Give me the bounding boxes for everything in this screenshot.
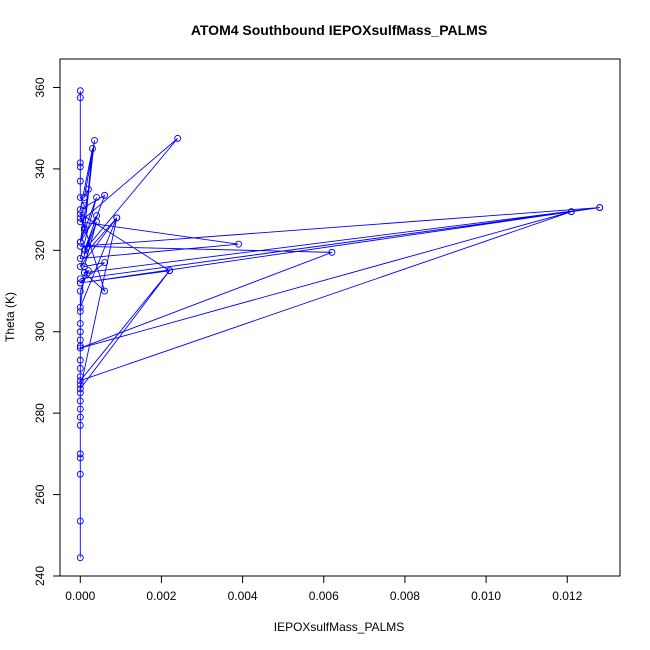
data-point [76, 385, 84, 393]
data-point [113, 214, 121, 222]
x-tick-label: 0.000 [65, 589, 95, 603]
series-layer [76, 87, 604, 562]
x-tick-label: 0.010 [471, 589, 501, 603]
x-tick-label: 0.012 [552, 589, 582, 603]
data-point [235, 240, 243, 248]
x-tick-label: 0.004 [228, 589, 258, 603]
data-point [76, 177, 84, 185]
data-point [76, 413, 84, 421]
y-axis-label: Theta (K) [3, 292, 17, 342]
x-tick-label: 0.008 [390, 589, 420, 603]
data-point [76, 517, 84, 525]
x-axis-label: IEPOXsulfMass_PALMS [274, 620, 405, 634]
data-point [76, 238, 84, 246]
data-point [80, 250, 88, 258]
data-point [76, 554, 84, 562]
y-tick-label: 360 [33, 77, 47, 97]
y-tick-label: 280 [33, 403, 47, 423]
data-point [101, 259, 109, 266]
data-point [76, 279, 84, 287]
data-point [76, 218, 84, 226]
y-tick-label: 320 [33, 240, 47, 260]
chart-title: ATOM4 Southbound IEPOXsulfMass_PALMS [191, 22, 487, 38]
data-point [76, 470, 84, 478]
data-point [596, 204, 604, 212]
data-point [80, 246, 88, 254]
data-point [76, 344, 84, 352]
data-point [76, 405, 84, 413]
data-point [93, 218, 100, 226]
x-tick-label: 0.006 [309, 589, 339, 603]
data-point [89, 145, 96, 153]
data-point [76, 381, 84, 389]
data-point [76, 94, 84, 102]
y-tick-label: 260 [33, 484, 47, 504]
data-point [567, 208, 575, 216]
y-tick-label: 340 [33, 159, 47, 179]
data-point [76, 206, 84, 214]
data-point [76, 87, 84, 95]
data-point [166, 267, 174, 275]
data-point [76, 307, 84, 315]
data-point [76, 242, 84, 250]
data-point [174, 134, 182, 142]
data-point [84, 185, 92, 193]
data-point [101, 191, 109, 199]
data-point [80, 202, 88, 210]
data-point [84, 267, 92, 275]
data-point [76, 450, 84, 458]
data-point [76, 397, 84, 405]
data-point [76, 454, 84, 462]
data-point [76, 342, 84, 350]
data-point [76, 255, 84, 262]
data-point [76, 373, 84, 380]
data-point [76, 421, 84, 429]
data-point [76, 364, 84, 372]
data-point [76, 275, 84, 283]
data-point [93, 193, 100, 201]
data-point [80, 226, 88, 234]
x-tick-label: 0.002 [146, 589, 176, 603]
data-point [76, 263, 84, 271]
data-point [76, 210, 84, 218]
y-tick-label: 240 [33, 566, 47, 586]
y-tick-label: 300 [33, 321, 47, 341]
data-point [76, 377, 84, 385]
data-point [76, 328, 84, 336]
series-line [78, 90, 600, 558]
data-point [76, 287, 84, 295]
data-point [76, 320, 84, 328]
data-point [328, 248, 336, 256]
data-point [76, 389, 84, 397]
data-point [76, 214, 84, 222]
axes: 0.000 0.002 0.004 0.006 0.008 0.010 0.012 240 26… [33, 77, 583, 603]
data-point [91, 136, 98, 144]
data-point [76, 163, 84, 171]
data-point [76, 159, 84, 167]
data-point [76, 193, 84, 201]
data-point [80, 193, 88, 201]
plot-frame [59, 58, 621, 577]
data-point [80, 224, 88, 232]
data-point [76, 303, 84, 311]
data-point [101, 287, 109, 295]
data-point [76, 356, 84, 364]
data-point [80, 269, 88, 277]
